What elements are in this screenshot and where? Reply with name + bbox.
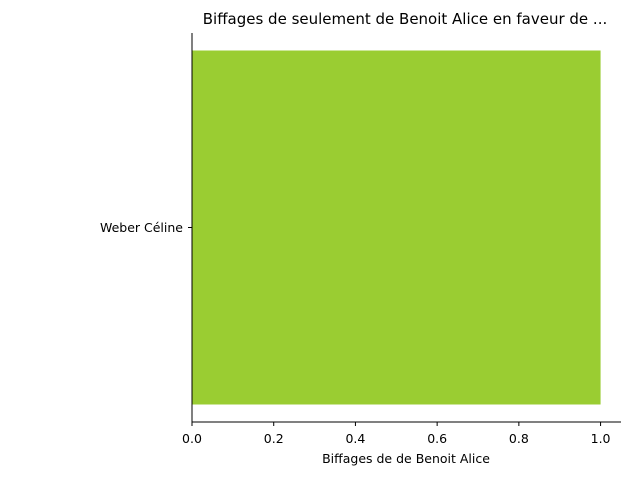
x-tick-label: 0.4: [345, 431, 365, 446]
y-tick-label: Weber Céline: [100, 220, 183, 235]
x-tick-label: 1.0: [591, 431, 611, 446]
plot-area: 0.0 0.2 0.4 0.6 0.8 1.0 Weber Céline: [100, 33, 621, 446]
x-axis-title: Biffages de de Benoit Alice: [322, 451, 490, 466]
x-tick-label: 0.6: [427, 431, 447, 446]
x-tick-label: 0.0: [182, 431, 202, 446]
x-tick-label: 0.8: [509, 431, 529, 446]
bar: [192, 50, 601, 405]
chart-title: Biffages de seulement de Benoit Alice en…: [203, 10, 608, 28]
x-tick-label: 0.2: [264, 431, 284, 446]
